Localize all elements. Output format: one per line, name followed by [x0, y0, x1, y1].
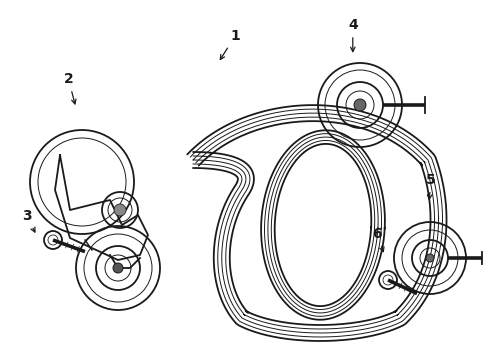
Circle shape	[354, 99, 366, 111]
Circle shape	[114, 204, 126, 216]
Circle shape	[113, 263, 123, 273]
Text: 3: 3	[22, 209, 35, 232]
Text: 4: 4	[348, 18, 358, 51]
Text: 2: 2	[64, 72, 76, 104]
Circle shape	[426, 254, 434, 262]
Text: 1: 1	[220, 29, 240, 59]
Text: 6: 6	[372, 227, 384, 252]
Text: 5: 5	[426, 173, 436, 199]
